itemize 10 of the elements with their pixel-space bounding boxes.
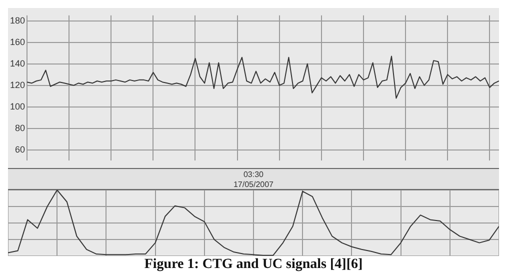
y-tick-label: 140 bbox=[10, 58, 26, 68]
y-tick-label: 60 bbox=[15, 144, 26, 154]
y-tick-label: 180 bbox=[10, 15, 26, 26]
y-tick-label: 80 bbox=[15, 122, 26, 133]
y-tick-label: 100 bbox=[10, 101, 26, 112]
text: 03:30 bbox=[242, 170, 265, 180]
y-tick-label: 120 bbox=[10, 80, 26, 90]
text: 17/05/2007 bbox=[232, 180, 275, 190]
y-tick-label: 160 bbox=[10, 36, 26, 47]
caption: Figure 1: CTG and UC signals [4][6] bbox=[143, 256, 364, 274]
